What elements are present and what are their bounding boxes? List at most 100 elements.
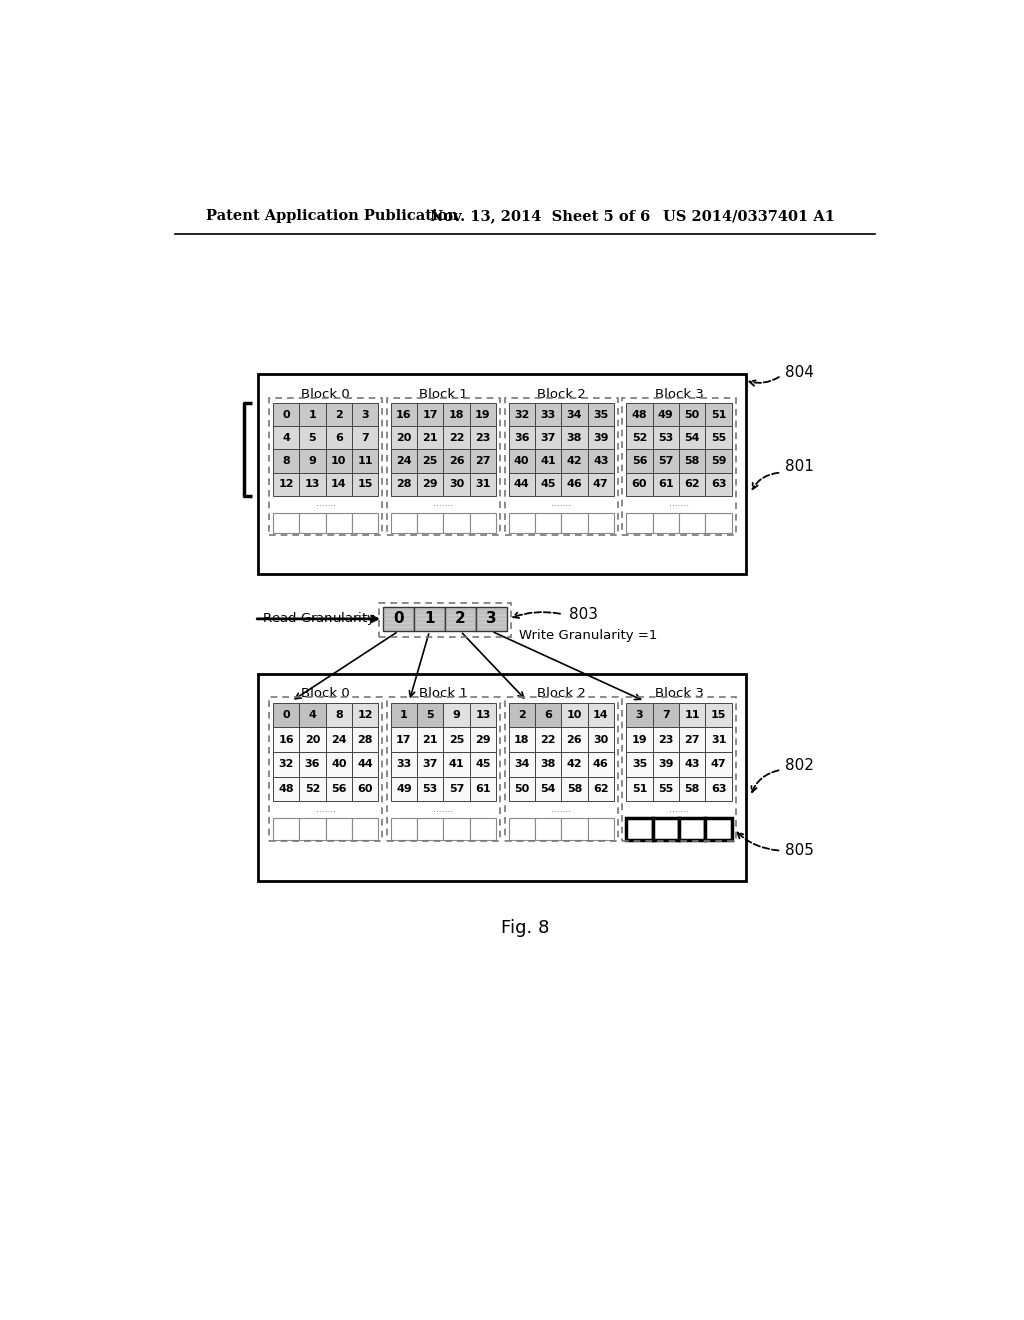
Bar [509, 450, 535, 473]
Text: 30: 30 [593, 735, 608, 744]
Bar [352, 727, 378, 752]
Text: Block 0: Block 0 [301, 388, 350, 400]
Bar [588, 473, 614, 496]
Text: 44: 44 [357, 759, 373, 770]
Bar [561, 776, 588, 801]
Bar [627, 702, 652, 727]
Bar [470, 776, 496, 801]
Text: Patent Application Publication: Patent Application Publication [206, 209, 458, 223]
Text: 23: 23 [475, 433, 490, 444]
Bar [443, 752, 470, 776]
Bar [679, 512, 706, 533]
Bar [652, 473, 679, 496]
Text: .......: ....... [551, 805, 571, 813]
Text: 48: 48 [632, 409, 647, 420]
Text: .......: ....... [551, 499, 571, 508]
Bar [258, 374, 746, 574]
Bar [391, 752, 417, 776]
Text: 18: 18 [514, 735, 529, 744]
Text: 46: 46 [593, 759, 608, 770]
Bar [326, 450, 352, 473]
Bar [561, 818, 588, 840]
Bar [299, 752, 326, 776]
Text: 35: 35 [593, 409, 608, 420]
Bar [299, 426, 326, 449]
Bar [352, 818, 378, 840]
Text: 1: 1 [424, 611, 435, 627]
Text: 2: 2 [335, 409, 343, 420]
Text: 14: 14 [331, 479, 346, 490]
Bar [352, 473, 378, 496]
Bar [379, 603, 511, 636]
Text: 54: 54 [684, 433, 700, 444]
Text: 40: 40 [331, 759, 346, 770]
Bar [679, 702, 706, 727]
Text: 53: 53 [423, 784, 438, 795]
Bar [269, 697, 382, 841]
Bar [627, 727, 652, 752]
Bar [509, 727, 535, 752]
Text: 19: 19 [632, 735, 647, 744]
Text: 60: 60 [632, 479, 647, 490]
Bar [652, 818, 679, 840]
Text: 24: 24 [331, 735, 346, 744]
Text: 21: 21 [423, 735, 438, 744]
Text: 4: 4 [308, 710, 316, 721]
Bar [706, 450, 732, 473]
Bar [588, 404, 614, 426]
Bar [652, 404, 679, 426]
Text: 42: 42 [566, 759, 583, 770]
Text: 5: 5 [308, 433, 316, 444]
Bar [326, 404, 352, 426]
Text: 36: 36 [305, 759, 321, 770]
Bar [509, 776, 535, 801]
Bar [299, 404, 326, 426]
Bar [258, 673, 746, 882]
Bar [679, 426, 706, 449]
Bar [443, 776, 470, 801]
Text: 34: 34 [566, 409, 583, 420]
Bar [561, 752, 588, 776]
Bar [352, 702, 378, 727]
Bar [470, 727, 496, 752]
Text: 13: 13 [475, 710, 490, 721]
Text: 39: 39 [593, 433, 608, 444]
Bar [352, 426, 378, 449]
Bar [391, 512, 417, 533]
Text: Block 3: Block 3 [654, 686, 703, 700]
Text: 46: 46 [566, 479, 583, 490]
Bar [391, 818, 417, 840]
Bar [445, 607, 476, 631]
Bar [387, 397, 500, 535]
Bar [443, 404, 470, 426]
Bar [443, 450, 470, 473]
Bar [509, 752, 535, 776]
Bar [443, 473, 470, 496]
Bar [535, 404, 561, 426]
Bar [679, 450, 706, 473]
Text: 11: 11 [684, 710, 700, 721]
Text: 20: 20 [305, 735, 321, 744]
Text: 8: 8 [335, 710, 343, 721]
Bar [588, 450, 614, 473]
Bar [417, 512, 443, 533]
Bar [627, 818, 652, 840]
Text: 56: 56 [632, 455, 647, 466]
Bar [299, 473, 326, 496]
Bar [652, 752, 679, 776]
Text: 49: 49 [658, 409, 674, 420]
Text: 7: 7 [662, 710, 670, 721]
Bar [588, 727, 614, 752]
Text: 47: 47 [593, 479, 608, 490]
Bar [706, 426, 732, 449]
Text: 5: 5 [426, 710, 434, 721]
Bar [352, 404, 378, 426]
Text: Block 3: Block 3 [654, 388, 703, 400]
Text: 51: 51 [711, 409, 726, 420]
Bar [679, 727, 706, 752]
Bar [299, 727, 326, 752]
Bar [535, 776, 561, 801]
Bar [509, 512, 535, 533]
Text: 3: 3 [486, 611, 497, 627]
Text: 22: 22 [541, 735, 556, 744]
